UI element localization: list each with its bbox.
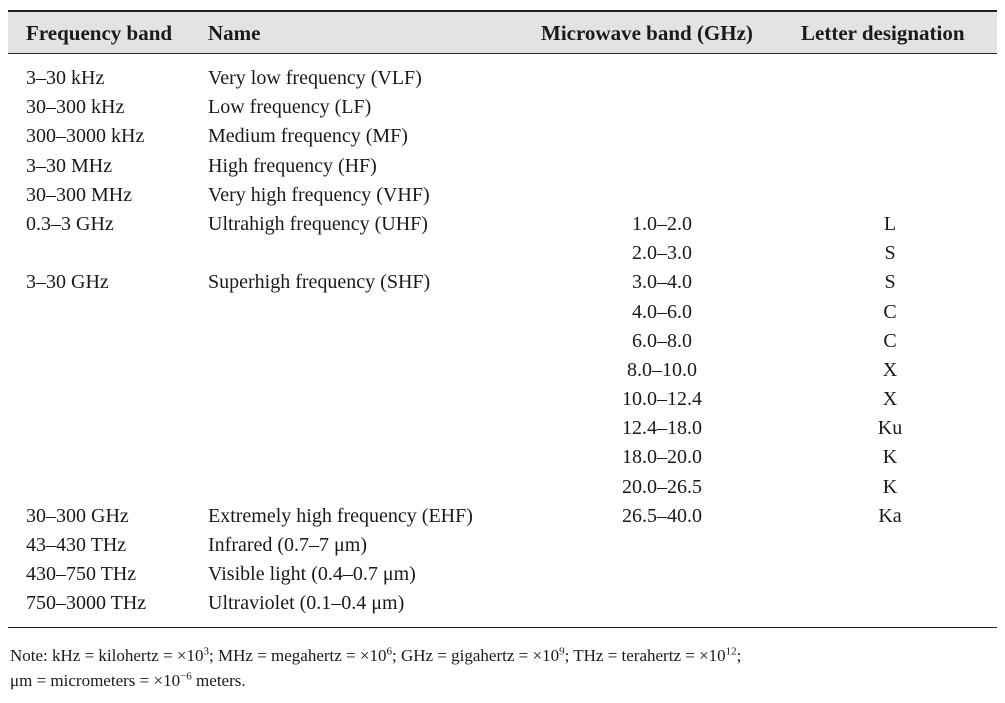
cell-microwave-band: 2.0–3.0 <box>632 242 692 265</box>
cell-letter-designation: S <box>884 242 896 265</box>
cell-letter-designation: C <box>883 329 897 352</box>
note-text: μm = micrometers = ×10 <box>10 671 181 690</box>
note-exponent: 3 <box>203 645 210 658</box>
header-frequency-band: Frequency band <box>26 21 173 45</box>
cell-name: Ultrahigh frequency (UHF) <box>208 212 428 235</box>
table-bottom-rule <box>8 627 997 628</box>
cell-microwave-band: 26.5–40.0 <box>622 504 702 527</box>
cell-frequency-band: 30–300 GHz <box>26 504 129 527</box>
cell-microwave-band: 3.0–4.0 <box>632 271 692 294</box>
cell-frequency-band: 0.3–3 GHz <box>26 212 114 235</box>
table-row: 750–3000 THz Ultraviolet (0.1–0.4 μm) <box>0 589 1005 618</box>
cell-frequency-band: 430–750 THz <box>26 563 137 586</box>
table-row: 2.0–3.0 S <box>0 239 1005 268</box>
cell-frequency-band: 43–430 THz <box>26 534 127 556</box>
table-row: 18.0–20.0 K <box>0 443 1005 472</box>
cell-frequency-band: 30–300 MHz <box>26 183 133 206</box>
note-text: ; THz = terahertz = ×10 <box>564 646 726 665</box>
cell-letter-designation: C <box>883 300 897 323</box>
cell-microwave-band: 8.0–10.0 <box>627 358 697 381</box>
cell-letter-designation: Ku <box>877 417 903 440</box>
cell-frequency-band: 750–3000 THz <box>26 592 147 615</box>
header-microwave-band: Microwave band (GHz) <box>541 21 753 45</box>
cell-name: Infrared (0.7–7 μm) <box>208 534 367 556</box>
table-row: 30–300 MHz Very high frequency (VHF) <box>0 181 1005 210</box>
header-letter-designation: Letter designation <box>801 21 965 45</box>
table-body: 3–30 kHz Very low frequency (VLF) 30–300 k… <box>0 64 1005 619</box>
cell-microwave-band: 10.0–12.4 <box>622 388 702 411</box>
note-exponent: 6 <box>386 645 393 658</box>
cell-letter-designation: X <box>882 358 898 381</box>
cell-frequency-band: 3–30 MHz <box>26 154 113 177</box>
cell-microwave-band: 20.0–26.5 <box>622 475 702 498</box>
cell-microwave-band: 18.0–20.0 <box>622 446 702 469</box>
table-note: Note: kHz = kilohertz = ×103; MHz = mega… <box>10 643 1000 693</box>
note-text: meters. <box>191 671 246 690</box>
cell-letter-designation: L <box>883 212 897 235</box>
cell-letter-designation: K <box>882 446 898 469</box>
table-row: 300–3000 kHz Medium frequency (MF) <box>0 122 1005 151</box>
cell-name: Superhigh frequency (SHF) <box>208 271 431 294</box>
table-top-rule <box>8 10 997 12</box>
cell-frequency-band: 300–3000 kHz <box>26 125 145 148</box>
table-row: 43–430 THz Infrared (0.7–7 μm) <box>0 531 1005 560</box>
cell-letter-designation: X <box>882 388 898 411</box>
cell-microwave-band: 12.4–18.0 <box>622 417 702 440</box>
cell-name: Very low frequency (VLF) <box>208 67 422 89</box>
cell-frequency-band: 3–30 kHz <box>26 67 105 89</box>
note-exponent: 12 <box>725 645 737 658</box>
note-text: ; MHz = megahertz = ×10 <box>209 646 387 665</box>
cell-frequency-band: 30–300 kHz <box>26 96 125 119</box>
table-row: 10.0–12.4 X <box>0 385 1005 414</box>
cell-letter-designation: S <box>884 271 896 294</box>
table-row: 30–300 kHz Low frequency (LF) <box>0 93 1005 122</box>
table-row: 430–750 THz Visible light (0.4–0.7 μm) <box>0 560 1005 589</box>
note-text: ; GHz = gigahertz = ×10 <box>392 646 560 665</box>
table-row: 3–30 kHz Very low frequency (VLF) <box>0 64 1005 93</box>
table-header <box>8 12 997 53</box>
cell-microwave-band: 1.0–2.0 <box>632 212 692 235</box>
table-row: 3–30 MHz High frequency (HF) <box>0 152 1005 181</box>
cell-name: Medium frequency (MF) <box>208 125 408 148</box>
table-header-rule <box>8 53 997 54</box>
cell-name: Very high frequency (VHF) <box>208 183 430 206</box>
note-exponent: 9 <box>559 645 565 658</box>
note-text: Note: kHz = kilohertz = ×10 <box>10 646 204 665</box>
cell-microwave-band: 4.0–6.0 <box>632 300 692 323</box>
cell-name: Ultraviolet (0.1–0.4 μm) <box>208 592 405 615</box>
cell-name: Visible light (0.4–0.7 μm) <box>208 563 416 586</box>
table-row: 30–300 GHz Extremely high frequency (EHF)… <box>0 502 1005 531</box>
cell-microwave-band: 6.0–8.0 <box>632 329 692 352</box>
table-row: 3–30 GHz Superhigh frequency (SHF) 3.0–4.0… <box>0 268 1005 297</box>
table-row: 4.0–6.0 C <box>0 298 1005 327</box>
note-exponent: −6 <box>180 670 192 683</box>
cell-frequency-band: 3–30 GHz <box>26 271 109 294</box>
table-row: 0.3–3 GHz Ultrahigh frequency (UHF) 1.0–2.… <box>0 210 1005 239</box>
table-row: 12.4–18.0 Ku <box>0 414 1005 443</box>
table-row: 6.0–8.0 C <box>0 327 1005 356</box>
table-row: 20.0–26.5 K <box>0 473 1005 502</box>
cell-name: Extremely high frequency (EHF) <box>208 504 473 527</box>
cell-letter-designation: K <box>882 475 898 498</box>
table-row: 8.0–10.0 X <box>0 356 1005 385</box>
header-name: Name <box>208 21 261 45</box>
cell-letter-designation: Ka <box>878 504 902 527</box>
note-text: ; <box>736 646 742 665</box>
cell-name: Low frequency (LF) <box>208 96 372 119</box>
cell-name: High frequency (HF) <box>208 154 377 177</box>
